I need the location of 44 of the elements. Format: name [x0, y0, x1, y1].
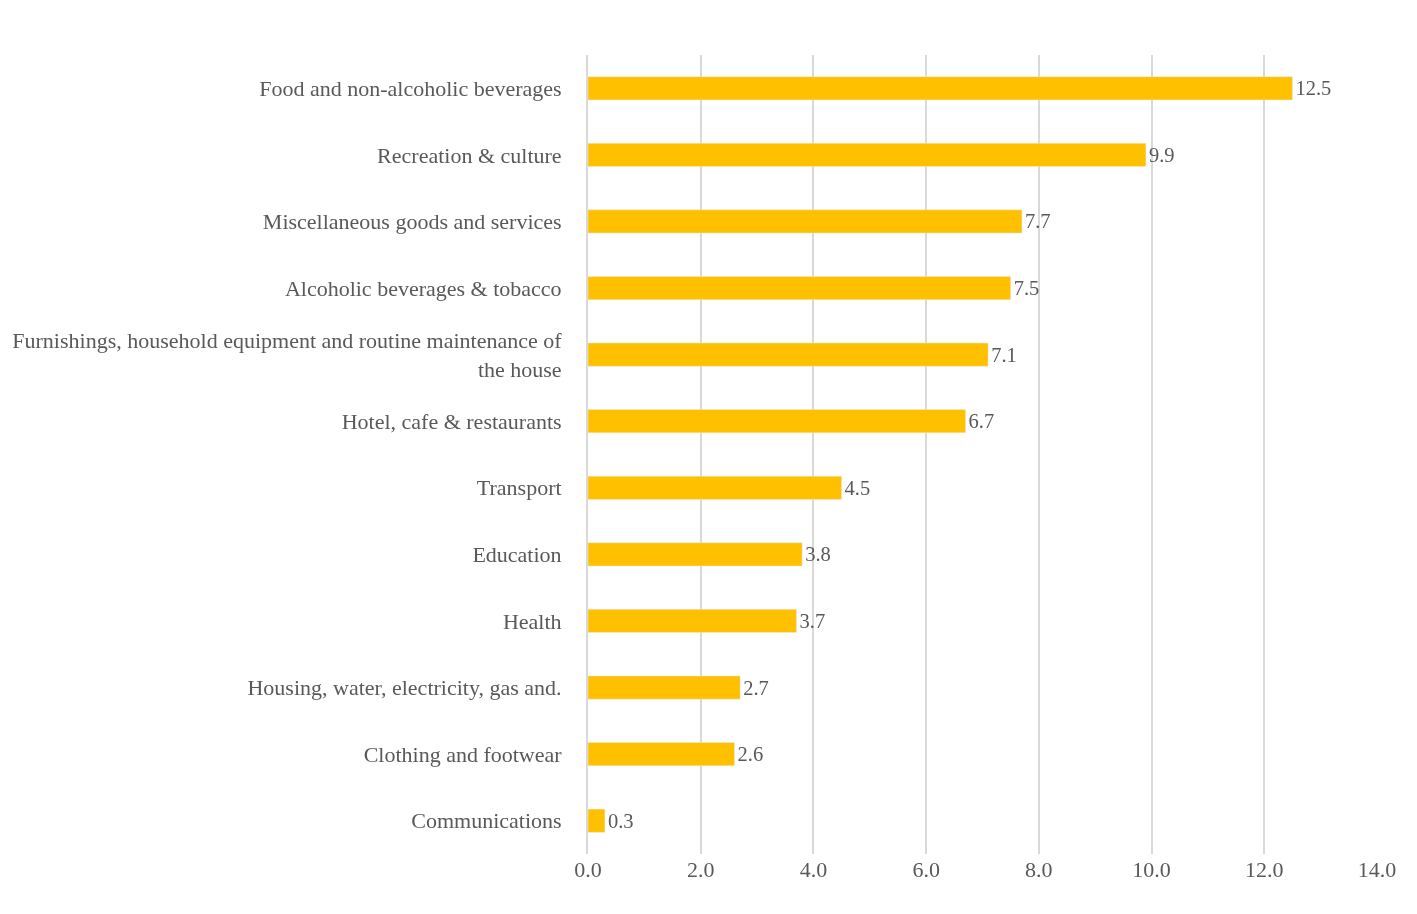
data-label: 0.3 — [607, 809, 634, 832]
bar — [588, 475, 842, 500]
data-label: 2.6 — [737, 743, 764, 766]
y-tick-label: Alcoholic beverages & tobacco — [284, 275, 562, 301]
x-tick-label: 2.0 — [686, 857, 715, 882]
y-tick-label: Communications — [411, 808, 562, 834]
y-tick-label: Clothing and footwear — [363, 741, 563, 767]
x-tick-label: 6.0 — [912, 857, 940, 882]
data-label: 7.7 — [1024, 210, 1051, 233]
y-tick-label: Transport — [476, 475, 562, 501]
data-label: 6.7 — [968, 410, 995, 433]
bar — [588, 675, 741, 700]
y-tick-label: Health — [502, 608, 562, 634]
bar — [588, 808, 606, 833]
bar — [588, 742, 735, 767]
bar — [588, 342, 989, 367]
x-tick-label: 10.0 — [1132, 857, 1171, 882]
bar — [588, 276, 1011, 300]
x-tick-label: 14.0 — [1357, 857, 1397, 882]
y-tick-label: Education — [472, 542, 562, 568]
data-label: 12.5 — [1295, 77, 1332, 100]
bar — [588, 609, 797, 633]
y-tick-label: Hotel, cafe & restaurants — [341, 408, 562, 434]
data-label: 4.5 — [844, 476, 871, 499]
data-label: 2.7 — [743, 676, 769, 699]
bar — [588, 76, 1293, 101]
x-tick-label: 0.0 — [574, 857, 602, 882]
y-tick-label: Furnishings, household equipment and routine maintenance of the house — [12, 328, 563, 382]
y-tick-label: Food and non-alcoholic beverages — [259, 75, 562, 101]
bar — [588, 142, 1147, 167]
bar — [588, 542, 803, 567]
data-label: 7.5 — [1013, 277, 1040, 300]
x-tick-label: 8.0 — [1025, 857, 1053, 882]
bar — [588, 209, 1023, 234]
data-label: 7.1 — [991, 343, 1017, 366]
bar — [588, 409, 966, 434]
data-label: 3.8 — [805, 543, 831, 566]
x-tick-label: 12.0 — [1245, 857, 1284, 882]
data-label: 3.7 — [799, 609, 826, 632]
y-tick-label: Miscellaneous goods and services — [262, 209, 562, 235]
x-tick-label: 4.0 — [799, 857, 828, 882]
data-label: 9.9 — [1148, 143, 1175, 166]
y-tick-label: Housing, water, electricity, gas and. — [247, 675, 562, 701]
y-tick-label: Recreation & culture — [377, 142, 562, 168]
